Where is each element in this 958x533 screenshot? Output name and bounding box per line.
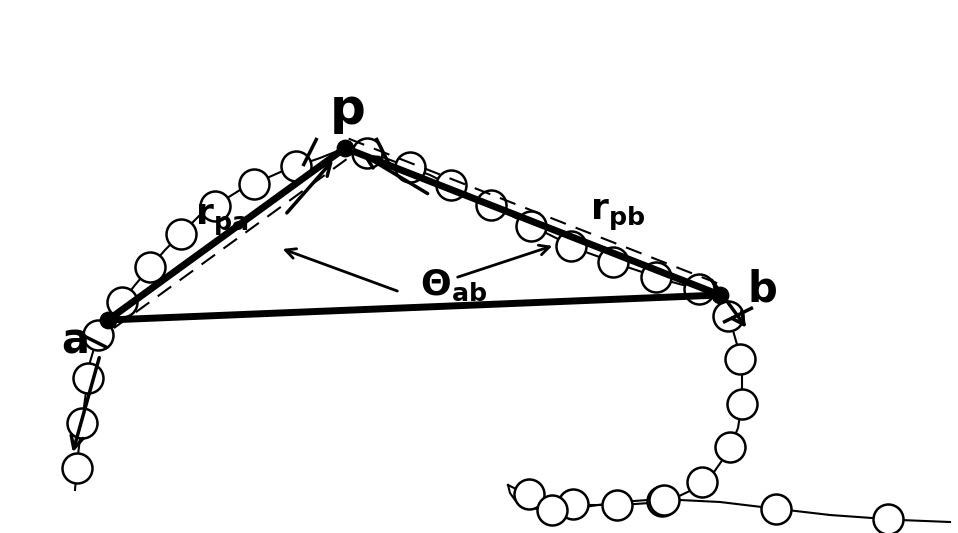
- Text: a: a: [61, 321, 89, 363]
- Point: [544, 506, 559, 514]
- Point: [656, 496, 672, 504]
- Point: [359, 149, 375, 158]
- Point: [337, 144, 353, 152]
- Point: [610, 500, 626, 509]
- Text: b: b: [748, 269, 778, 311]
- Point: [143, 263, 158, 272]
- Point: [114, 298, 129, 306]
- Point: [521, 490, 536, 498]
- Point: [605, 258, 621, 266]
- Point: [91, 330, 106, 339]
- Point: [649, 272, 664, 281]
- Text: p: p: [331, 86, 366, 134]
- Point: [524, 221, 539, 230]
- Point: [101, 316, 116, 324]
- Point: [654, 496, 670, 505]
- Point: [173, 230, 189, 239]
- Point: [732, 355, 747, 364]
- Text: $\mathbf{r_{pa}}$: $\mathbf{r_{pa}}$: [195, 203, 248, 238]
- Text: $\mathbf{\Theta_{ab}}$: $\mathbf{\Theta_{ab}}$: [420, 268, 487, 303]
- Point: [565, 499, 581, 508]
- Text: $\mathbf{r_{pb}}$: $\mathbf{r_{pb}}$: [590, 197, 646, 232]
- Point: [80, 374, 96, 383]
- Point: [713, 290, 728, 299]
- Point: [880, 515, 896, 523]
- Point: [207, 201, 222, 210]
- Point: [74, 418, 89, 427]
- Point: [722, 443, 738, 451]
- Point: [692, 285, 707, 294]
- Point: [402, 163, 418, 172]
- Point: [288, 162, 304, 171]
- Point: [69, 463, 84, 472]
- Point: [443, 181, 458, 190]
- Point: [564, 241, 580, 250]
- Point: [483, 201, 498, 210]
- Point: [734, 400, 749, 408]
- Point: [768, 504, 784, 513]
- Point: [720, 312, 736, 320]
- Point: [246, 180, 262, 188]
- Point: [695, 478, 710, 487]
